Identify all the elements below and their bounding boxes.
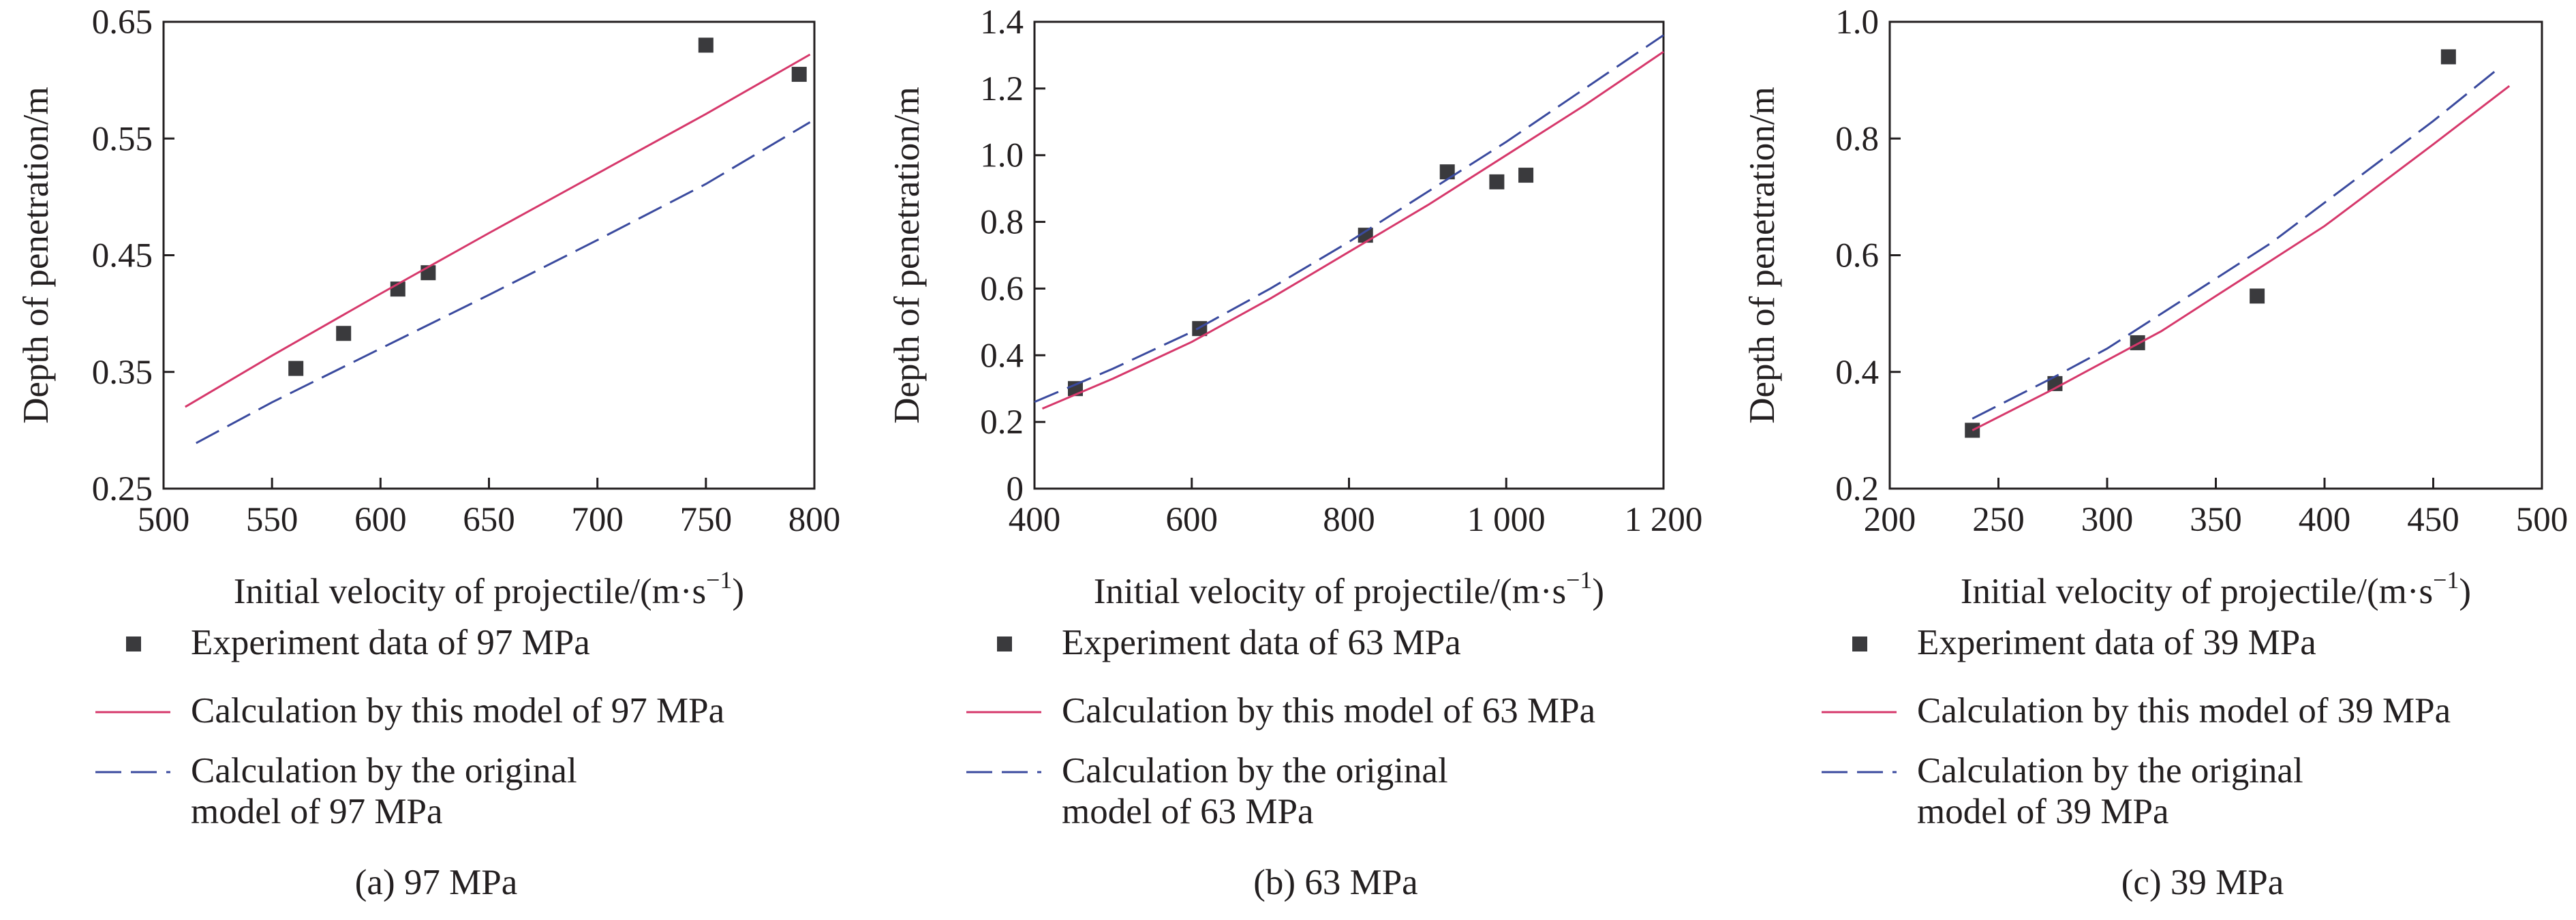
y-tick-label: 1.0 xyxy=(980,137,1024,175)
x-axis-title: Initial velocity of projectile/(m·s−1) xyxy=(234,566,744,611)
chart-97-mpa: 500 550 600 650 700 750 800 0.25 0.35 0.45 0.55 0.6… xyxy=(16,3,840,902)
y-tick-label: 1.0 xyxy=(1835,3,1879,42)
y-tick-label: 0.65 xyxy=(92,3,153,42)
x-tick-label: 500 xyxy=(2516,501,2569,539)
y-axis-title: Depth of penetration/m xyxy=(16,87,56,424)
x-tick-label: 250 xyxy=(1972,501,2025,539)
x-axis-title-sup: −1 xyxy=(706,566,732,594)
x-axis-title-close: ) xyxy=(2459,572,2471,611)
x-axis-title-sup: −1 xyxy=(1566,566,1592,594)
y-tick-label: 0.6 xyxy=(1835,237,1879,275)
legend-label-line2: model of 39 MPa xyxy=(1917,792,2169,831)
legend-label: Calculation by this model of 63 MPa xyxy=(1062,691,1595,731)
y-tick-label: 0.4 xyxy=(980,337,1024,375)
x-tick-label: 400 xyxy=(2299,501,2351,539)
y-tick-label: 1.4 xyxy=(980,3,1024,42)
x-tick-label: 650 xyxy=(463,501,515,539)
x-tick-label: 750 xyxy=(680,501,733,539)
experiment-data-point xyxy=(2250,288,2265,304)
x-tick-label: 450 xyxy=(2407,501,2459,539)
y-tick-label: 0.45 xyxy=(92,237,153,275)
x-tick-label: 1 200 xyxy=(1625,501,1703,539)
x-tick-label: 700 xyxy=(571,501,624,539)
y-tick-label: 1.2 xyxy=(980,70,1024,108)
x-tick-label: 800 xyxy=(1323,501,1375,539)
legend-label: Experiment data of 97 MPa xyxy=(191,623,590,662)
plot-frame xyxy=(1033,20,1665,490)
x-tick-label: 1 000 xyxy=(1467,501,1546,539)
legend-marker-experiment xyxy=(1852,637,1867,651)
x-tick-label: 350 xyxy=(2190,501,2242,539)
this-model-line xyxy=(1972,85,2511,431)
x-axis-title-close: ) xyxy=(732,572,744,611)
experiment-data-point xyxy=(2130,335,2145,350)
y-tick-label: 0.2 xyxy=(1835,470,1879,508)
original-model-line xyxy=(1972,67,2500,420)
experiment-data-point xyxy=(791,67,807,82)
legend-label: Calculation by this model of 39 MPa xyxy=(1917,691,2451,731)
x-tick-label: 300 xyxy=(2081,501,2134,539)
original-model-line xyxy=(196,121,811,444)
legend-label-line2: model of 97 MPa xyxy=(191,792,443,831)
x-axis-title-text: Initial velocity of projectile/(m·s xyxy=(234,572,706,611)
y-tick-label: 0.6 xyxy=(980,270,1024,308)
figure-caption: (a) 97 MPa xyxy=(355,863,517,902)
x-tick-label: 500 xyxy=(138,501,190,539)
this-model-line xyxy=(1041,50,1664,410)
figure-caption: (c) 39 MPa xyxy=(2121,863,2284,902)
plot-frame xyxy=(162,20,816,490)
chart-39-mpa: 200 250 300 350 400 450 500 0.2 0.4 0.6 0.8 1.0 Init… xyxy=(1743,3,2568,902)
legend-label: Calculation by the original xyxy=(191,751,577,791)
y-tick-label: 0.35 xyxy=(92,354,153,392)
x-axis-title-sup: −1 xyxy=(2433,566,2459,594)
y-tick-label: 0.2 xyxy=(980,403,1024,442)
chart-63-mpa: 400 600 800 1 000 1 200 0 0.2 0.4 0.6 0.8 1.0 1.2 1.… xyxy=(887,3,1702,902)
y-axis-title: Depth of penetration/m xyxy=(1743,87,1782,424)
legend-label: Calculation by the original xyxy=(1062,751,1448,791)
x-axis-title-close: ) xyxy=(1592,572,1604,611)
original-model-line xyxy=(1034,34,1664,403)
x-axis-title-text: Initial velocity of projectile/(m·s xyxy=(1961,572,2433,611)
y-tick-label: 0.8 xyxy=(1835,120,1879,158)
y-tick-label: 0.55 xyxy=(92,120,153,158)
y-tick-label: 0.25 xyxy=(92,470,153,508)
legend-label: Calculation by this model of 97 MPa xyxy=(191,691,724,731)
experiment-data-point xyxy=(336,326,352,341)
y-axis-title: Depth of penetration/m xyxy=(887,87,927,424)
experiment-data-point xyxy=(288,361,304,376)
legend-marker-experiment xyxy=(997,637,1012,651)
y-tick-label: 0.4 xyxy=(1835,354,1879,392)
legend-label: Experiment data of 39 MPa xyxy=(1917,623,2316,662)
experiment-data-point xyxy=(698,37,714,53)
experiment-data-point xyxy=(1439,164,1455,180)
x-axis-title-text: Initial velocity of projectile/(m·s xyxy=(1094,572,1566,611)
y-tick-label: 0 xyxy=(1007,470,1024,508)
x-tick-label: 600 xyxy=(354,501,407,539)
x-tick-label: 550 xyxy=(246,501,298,539)
legend-marker-experiment xyxy=(126,637,141,651)
this-model-line xyxy=(185,53,811,408)
figure-caption: (b) 63 MPa xyxy=(1253,863,1417,902)
experiment-data-point xyxy=(2440,49,2456,65)
legend-label: Calculation by the original xyxy=(1917,751,2303,791)
experiment-data-point xyxy=(1489,174,1505,189)
x-tick-label: 600 xyxy=(1166,501,1218,539)
legend-label-line2: model of 63 MPa xyxy=(1062,792,1314,831)
y-tick-label: 0.8 xyxy=(980,204,1024,242)
x-axis-title: Initial velocity of projectile/(m·s−1) xyxy=(1961,566,2471,611)
x-tick-label: 400 xyxy=(1009,501,1061,539)
x-tick-label: 200 xyxy=(1864,501,1916,539)
x-axis-title: Initial velocity of projectile/(m·s−1) xyxy=(1094,566,1604,611)
legend-label: Experiment data of 63 MPa xyxy=(1062,623,1461,662)
plot-frame xyxy=(1888,20,2543,490)
experiment-data-point xyxy=(1518,168,1534,183)
x-tick-label: 800 xyxy=(788,501,841,539)
